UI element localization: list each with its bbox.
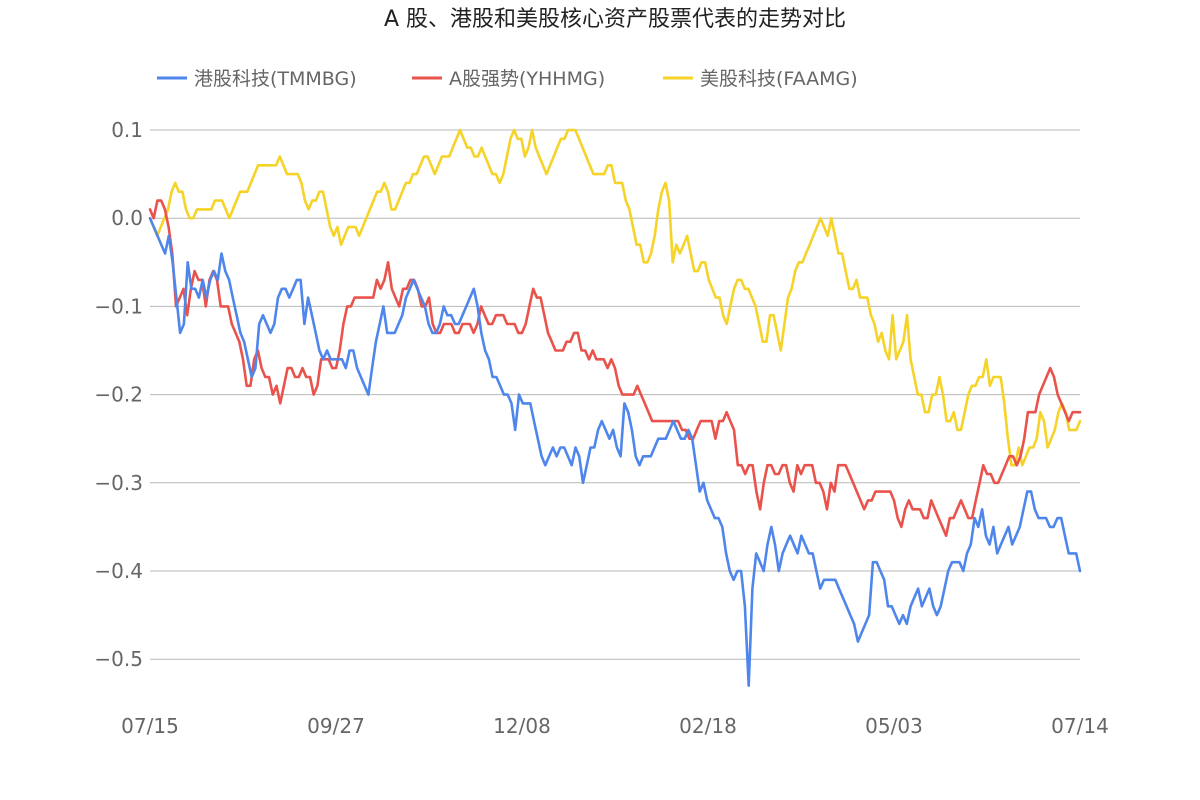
y-axis: 0.1 0.0 −0.1 −0.2 −0.3 −0.4 −0.5 (94, 118, 143, 671)
x-tick-label: 12/08 (493, 714, 551, 738)
gridlines (150, 129, 1080, 660)
series-line-2[interactable] (148, 199, 1082, 538)
y-tick-label: 0.0 (111, 206, 143, 230)
x-tick-label: 09/27 (307, 714, 365, 738)
x-tick-label: 07/15 (121, 714, 179, 738)
legend-entry-series-1[interactable]: 港股科技(TMMBG) (157, 68, 357, 90)
series-line-1[interactable] (148, 216, 1082, 688)
y-tick-label: −0.5 (94, 647, 143, 671)
legend-entry-series-3[interactable]: 美股科技(FAAMG) (663, 68, 858, 90)
plot-area (148, 128, 1082, 688)
x-tick-label: 07/14 (1051, 714, 1109, 738)
y-tick-label: 0.1 (111, 118, 143, 142)
y-tick-label: −0.2 (94, 383, 143, 407)
y-tick-label: −0.4 (94, 559, 143, 583)
legend: 港股科技(TMMBG) A股强势(YHHMG) 美股科技(FAAMG) (157, 68, 858, 90)
x-tick-label: 05/03 (865, 714, 923, 738)
legend-label-series-3: 美股科技(FAAMG) (700, 68, 858, 90)
chart-title: A 股、港股和美股核心资产股票代表的走势对比 (384, 7, 846, 32)
legend-label-series-2: A股强势(YHHMG) (449, 68, 605, 90)
legend-label-series-1: 港股科技(TMMBG) (194, 68, 357, 90)
y-tick-label: −0.3 (94, 471, 143, 495)
legend-entry-series-2[interactable]: A股强势(YHHMG) (412, 68, 605, 90)
y-tick-label: −0.1 (94, 294, 143, 318)
x-axis: 07/15 09/27 12/08 02/18 05/03 07/14 (121, 714, 1109, 738)
series-line-3[interactable] (148, 128, 1082, 467)
x-tick-label: 02/18 (679, 714, 737, 738)
